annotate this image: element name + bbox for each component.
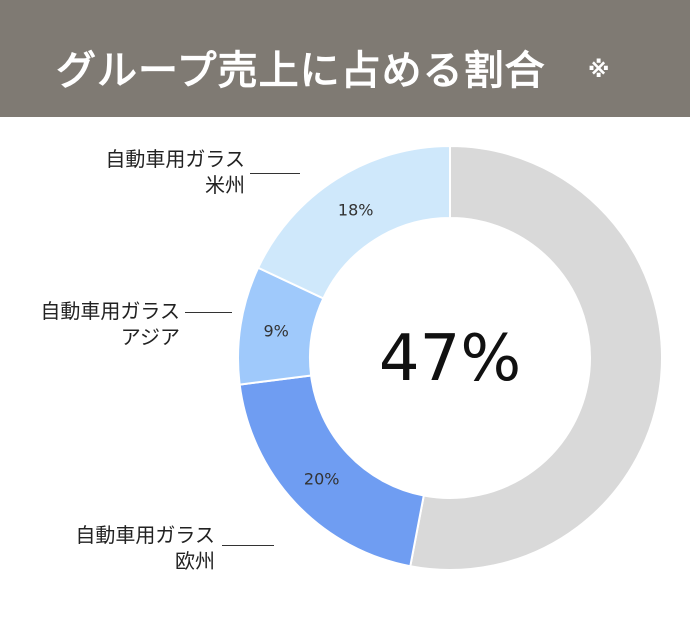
label-europe: 自動車用ガラス 欧州 — [40, 522, 215, 574]
label-europe-line1: 自動車用ガラス — [75, 523, 215, 547]
leader-line-europe — [222, 545, 274, 546]
leader-line-asia — [185, 312, 232, 313]
label-americas-line2: 米州 — [205, 173, 245, 197]
label-asia-line2: アジア — [120, 325, 180, 349]
label-asia: 自動車用ガラス アジア — [0, 298, 180, 350]
donut-slice-0 — [409, 144, 663, 571]
note-mark: ※ — [588, 58, 610, 83]
chart-title: グループ売上に占める割合 — [56, 48, 546, 94]
label-americas: 自動車用ガラス 米州 — [60, 146, 245, 198]
title-banner: グループ売上に占める割合 ※ — [0, 0, 690, 117]
center-percentage: 47% — [378, 322, 522, 396]
label-europe-line2: 欧州 — [175, 549, 215, 573]
label-asia-line1: 自動車用ガラス — [40, 299, 180, 323]
slice-data-label-1: 20% — [304, 469, 340, 488]
slice-data-label-2: 9% — [263, 321, 288, 340]
leader-line-americas — [250, 173, 300, 174]
label-americas-line1: 自動車用ガラス — [105, 147, 245, 171]
donut-slice-3 — [256, 144, 451, 300]
slice-data-label-3: 18% — [338, 200, 374, 219]
